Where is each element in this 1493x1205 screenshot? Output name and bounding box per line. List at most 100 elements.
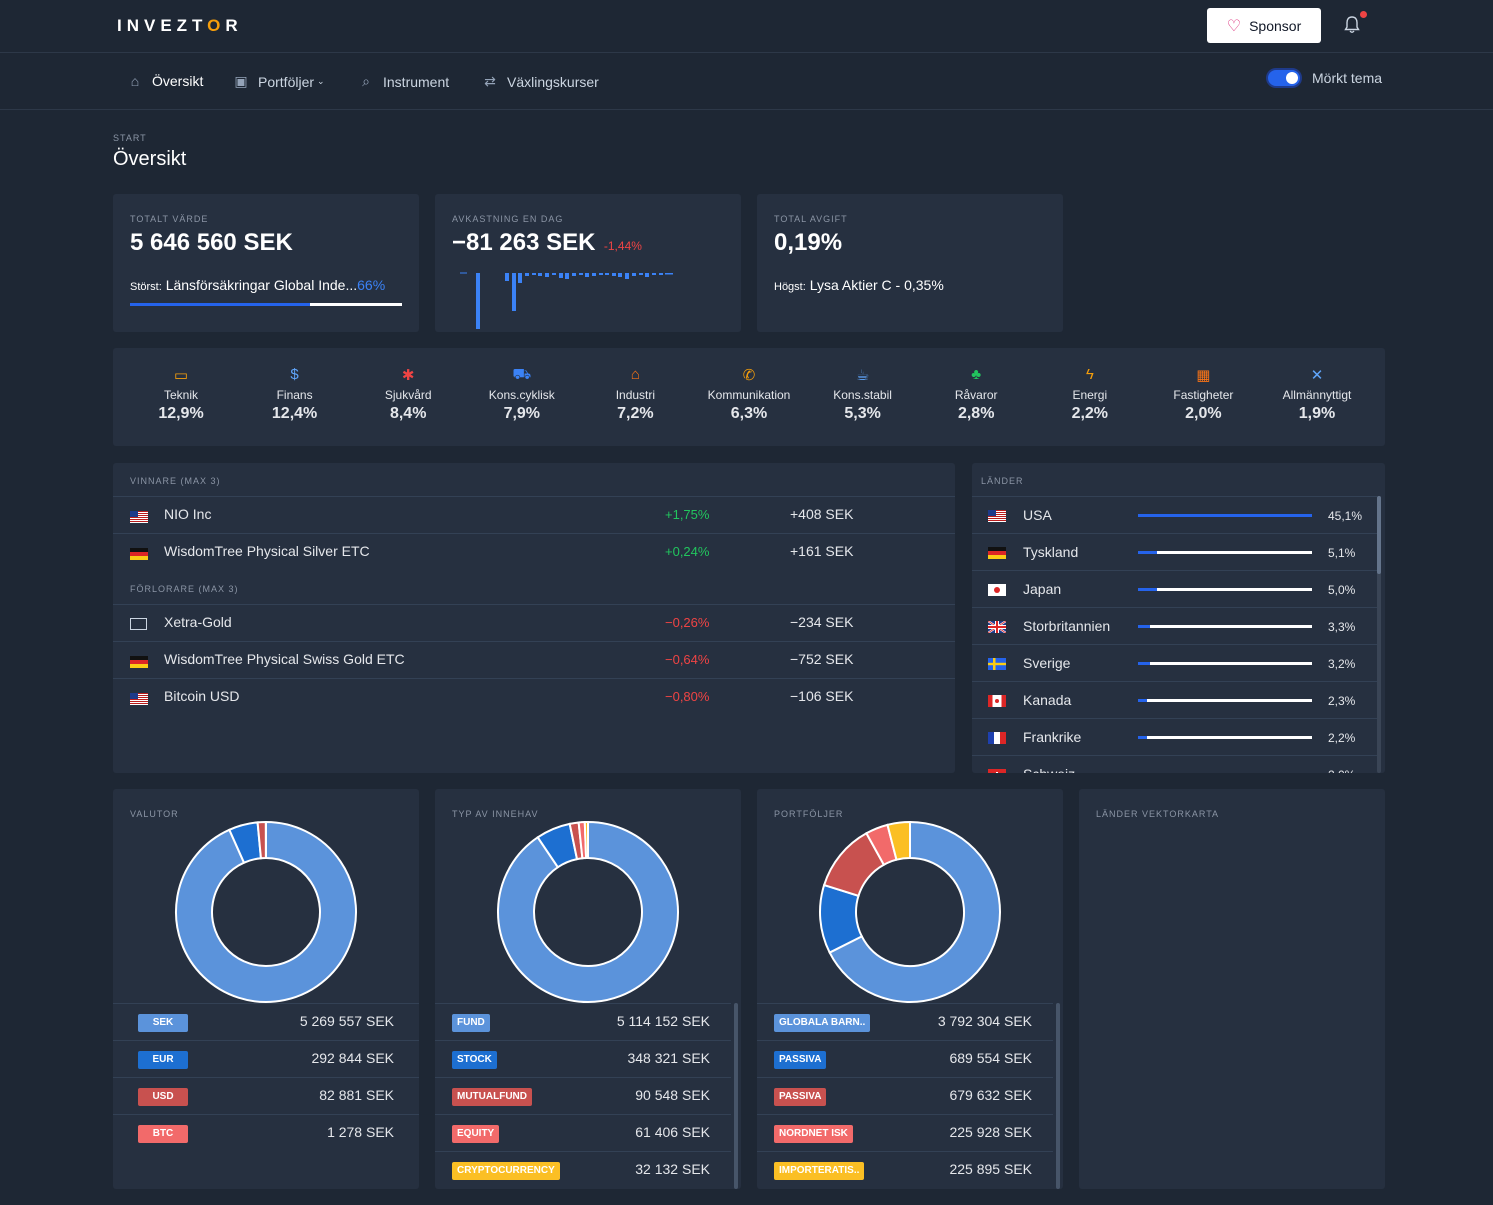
- legend-tag: PASSIVA: [774, 1051, 827, 1069]
- country-name: USA: [1023, 507, 1052, 523]
- portfolios-donut-chart: [819, 820, 1001, 1003]
- sector-name: Kons.stabil: [833, 388, 892, 402]
- top-bar: INVEZTOR ♡ Sponsor: [0, 0, 1493, 53]
- country-name: Schweiz: [1023, 766, 1075, 773]
- legend-row[interactable]: CRYPTOCURRENCY 32 132 SEK: [435, 1151, 731, 1188]
- portfolios-scrollbar[interactable]: [1056, 1003, 1060, 1189]
- country-row[interactable]: Kanada 2,3%: [972, 681, 1377, 718]
- legend-row[interactable]: USD 82 881 SEK: [113, 1077, 419, 1114]
- sector-value: 1,9%: [1298, 405, 1336, 422]
- legend-row[interactable]: PASSIVA 679 632 SEK: [757, 1077, 1053, 1114]
- largest-pct: 66%: [357, 277, 386, 293]
- mover-row[interactable]: WisdomTree Physical Swiss Gold ETC −0,64%…: [113, 641, 955, 678]
- countries-scrollbar-track[interactable]: [1377, 496, 1381, 773]
- country-row[interactable]: Storbritannien 3,3%: [972, 607, 1377, 644]
- country-bar: [1138, 514, 1312, 517]
- daily-return-value: −81 263 SEK: [452, 229, 596, 256]
- legend-row[interactable]: FUND 5 114 152 SEK: [435, 1003, 731, 1040]
- chevron-down-icon: ⌄: [317, 76, 325, 86]
- legend-row[interactable]: IMPORTERATIS.. 225 895 SEK: [757, 1151, 1053, 1188]
- country-bar-fill: [1138, 625, 1151, 628]
- legend-row[interactable]: EUR 292 844 SEK: [113, 1040, 419, 1077]
- legend-tag: EQUITY: [452, 1125, 500, 1143]
- sector-sjukvård[interactable]: ✱ Sjukvård 8,4%: [353, 366, 463, 423]
- country-bar: [1138, 625, 1312, 628]
- legend-row[interactable]: NORDNET ISK 225 928 SEK: [757, 1114, 1053, 1151]
- legend-row[interactable]: EQUITY 61 406 SEK: [435, 1114, 731, 1151]
- tools-icon: ✕: [1310, 367, 1324, 384]
- nav-item-vaxlingskurser[interactable]: ⇄ Växlingskurser: [481, 73, 599, 90]
- largest-name: Länsförsäkringar Global Inde...: [165, 277, 358, 293]
- toggle-switch[interactable]: [1266, 68, 1302, 88]
- legend-tag: NORDNET ISK: [774, 1125, 853, 1143]
- legend-row[interactable]: MUTUALFUND 90 548 SEK: [435, 1077, 731, 1114]
- mover-row[interactable]: WisdomTree Physical Silver ETC +0,24% +161…: [113, 533, 955, 570]
- legend-value: 1 278 SEK: [327, 1124, 394, 1140]
- countries-scrollbar[interactable]: [1377, 496, 1381, 574]
- home-icon: ⌂: [130, 73, 140, 89]
- sector-name: Kons.cyklisk: [488, 388, 555, 402]
- legend-tag: PASSIVA: [774, 1088, 827, 1106]
- theme-toggle[interactable]: Mörkt tema: [1266, 68, 1382, 88]
- country-row[interactable]: Frankrike 2,2%: [972, 718, 1377, 755]
- legend-value: 348 321 SEK: [627, 1050, 710, 1066]
- breadcrumb[interactable]: START: [113, 133, 147, 143]
- mover-row[interactable]: NIO Inc +1,75% +408 SEK: [113, 496, 955, 533]
- sector-allmännyttigt[interactable]: ✕ Allmännyttigt 1,9%: [1262, 366, 1372, 423]
- nav-item-portfoljer[interactable]: ▣ Portföljer ⌄: [232, 73, 325, 90]
- donut-slice[interactable]: [497, 820, 679, 1003]
- legend-value: 61 406 SEK: [635, 1124, 710, 1140]
- losers-label: FÖRLORARE (MAX 3): [130, 584, 239, 594]
- mover-row[interactable]: Bitcoin USD −0,80% −106 SEK: [113, 678, 955, 715]
- sector-kommunikation[interactable]: ✆ Kommunikation 6,3%: [694, 366, 804, 423]
- page-title: Översikt: [113, 148, 187, 170]
- country-row[interactable]: Sverige 3,2%: [972, 644, 1377, 681]
- donut-slice[interactable]: [828, 820, 1001, 1003]
- flag-icon: [130, 547, 148, 560]
- sector-name: Fastigheter: [1173, 388, 1234, 402]
- sector-finans[interactable]: $ Finans 12,4%: [240, 366, 350, 423]
- country-bar: [1138, 662, 1312, 665]
- sector-name: Energi: [1072, 388, 1108, 402]
- holding-type-label: TYP AV INNEHAV: [452, 809, 539, 819]
- donut-slice[interactable]: [175, 820, 357, 1003]
- legend-value: 5 114 152 SEK: [616, 1013, 710, 1029]
- sector-teknik[interactable]: ▭ Teknik 12,9%: [126, 366, 236, 423]
- notification-bell-icon[interactable]: [1344, 11, 1367, 36]
- sector-industri[interactable]: ⌂ Industri 7,2%: [580, 366, 690, 423]
- nav-label: Växlingskurser: [507, 73, 599, 90]
- legend-value: 679 632 SEK: [949, 1087, 1032, 1103]
- legend-row[interactable]: SEK 5 269 557 SEK: [113, 1003, 419, 1040]
- lightning-icon: ϟ: [1085, 366, 1094, 383]
- sector-energi[interactable]: ϟ Energi 2,2%: [1035, 366, 1145, 423]
- sector-kons-cyklisk[interactable]: ⛟ Kons.cyklisk 7,9%: [467, 366, 577, 423]
- country-row[interactable]: Schweiz 2,0%: [972, 755, 1377, 773]
- country-row[interactable]: Japan 5,0%: [972, 570, 1377, 607]
- country-row[interactable]: Tyskland 5,1%: [972, 533, 1377, 570]
- nav-item-instrument[interactable]: ⌕ Instrument: [357, 73, 449, 90]
- donut-slice[interactable]: [583, 820, 589, 860]
- holding-type-scrollbar[interactable]: [734, 1003, 738, 1189]
- legend-tag: FUND: [452, 1014, 490, 1032]
- sponsor-button[interactable]: ♡ Sponsor: [1207, 8, 1321, 43]
- sector-fastigheter[interactable]: ▦ Fastigheter 2,0%: [1148, 366, 1258, 423]
- logo[interactable]: INVEZTOR: [117, 16, 243, 35]
- legend-row[interactable]: STOCK 348 321 SEK: [435, 1040, 731, 1077]
- sector-kons-stabil[interactable]: ☕ Kons.stabil 5,3%: [808, 366, 918, 423]
- country-pct: 2,3%: [1328, 694, 1356, 708]
- legend-row[interactable]: GLOBALA BARN.. 3 792 304 SEK: [757, 1003, 1053, 1040]
- sector-råvaror[interactable]: ♣ Råvaror 2,8%: [921, 366, 1031, 423]
- winners-losers-card: VINNARE (MAX 3) NIO Inc +1,75% +408 SEK Wis…: [113, 463, 955, 773]
- country-name: Tyskland: [1023, 544, 1079, 560]
- nav-item-oversikt[interactable]: ⌂ Översikt: [126, 73, 204, 89]
- country-pct: 2,0%: [1328, 768, 1355, 773]
- country-row[interactable]: USA 45,1%: [972, 496, 1377, 533]
- flag-icon: [988, 583, 1006, 599]
- daily-return-card: AVKASTNING EN DAG −81 263 SEK -1,44%: [435, 194, 741, 332]
- legend-row[interactable]: PASSIVA 689 554 SEK: [757, 1040, 1053, 1077]
- mover-row[interactable]: Xetra-Gold −0,26% −234 SEK: [113, 604, 955, 641]
- donut-slice[interactable]: [886, 820, 911, 861]
- sector-name: Industri: [615, 388, 656, 402]
- legend-tag: SEK: [138, 1014, 188, 1032]
- legend-row[interactable]: BTC 1 278 SEK: [113, 1114, 419, 1151]
